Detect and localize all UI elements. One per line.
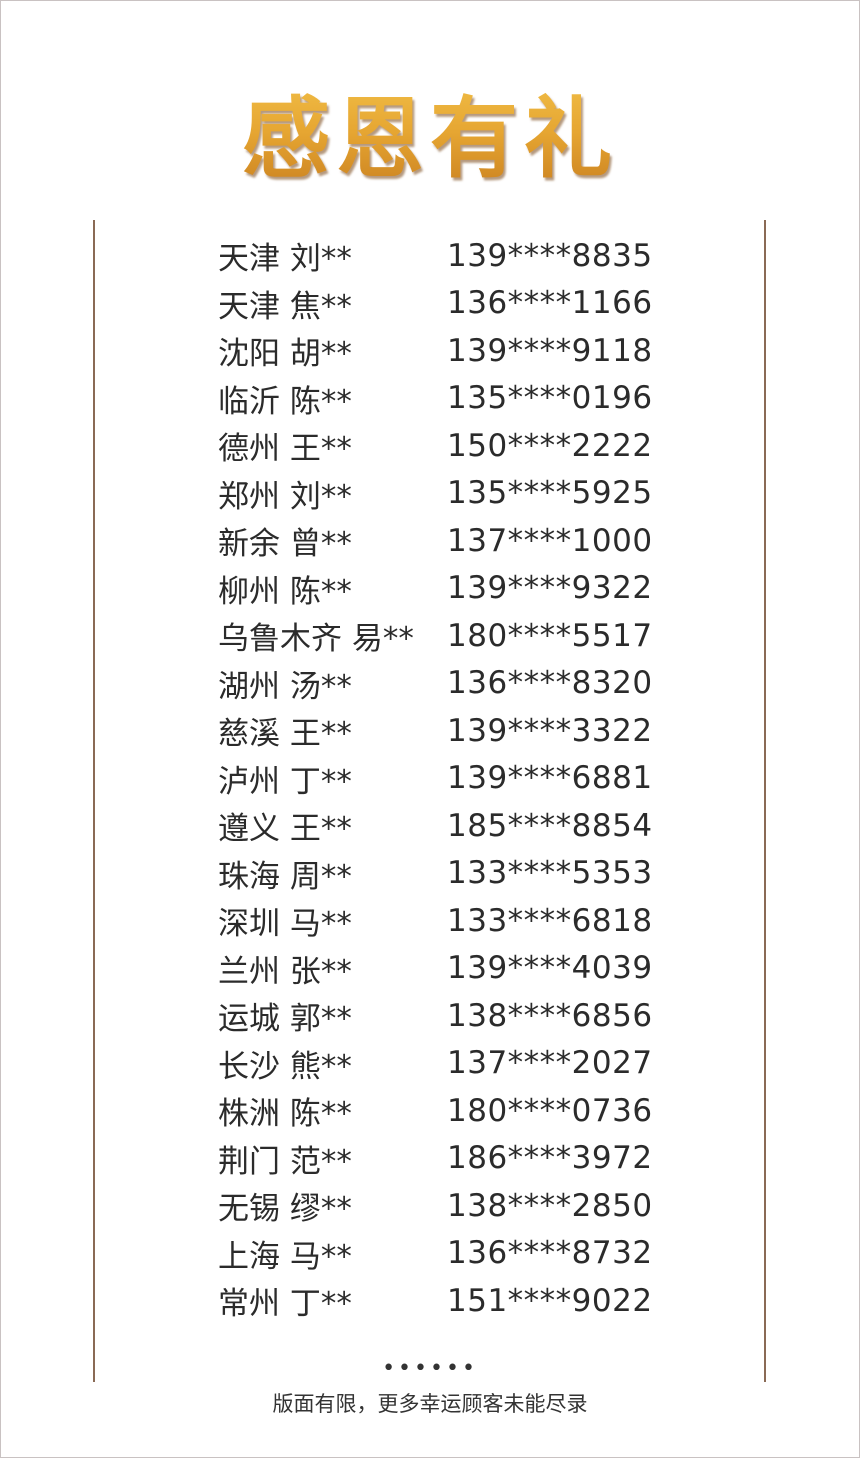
winner-row: 遵义 王** 185****8854	[218, 802, 653, 850]
winner-row: 郑州 刘** 135****5925	[218, 470, 653, 518]
winner-row: 长沙 熊** 137****2027	[218, 1040, 653, 1088]
winner-name: 柳州 陈**	[218, 573, 352, 610]
winner-phone: 139****6881	[447, 760, 653, 797]
winner-list: 天津 刘** 139****8835 天津 焦** 136****1166 沈阳 胡**…	[218, 232, 653, 1325]
winner-phone: 136****8732	[447, 1235, 653, 1272]
winner-row: 上海 马** 136****8732	[218, 1230, 653, 1278]
winner-name: 郑州 刘**	[218, 478, 352, 515]
winner-row: 慈溪 王** 139****3322	[218, 707, 653, 755]
winner-row: 荆门 范** 186****3972	[218, 1135, 653, 1183]
winner-row: 运城 郭** 138****6856	[218, 992, 653, 1040]
winner-phone: 135****0196	[447, 380, 653, 417]
winner-phone: 185****8854	[447, 807, 653, 844]
winner-phone: 137****1000	[447, 522, 653, 559]
winner-name: 天津 焦**	[218, 288, 352, 325]
winner-row: 泸州 丁** 139****6881	[218, 755, 653, 803]
winner-row: 珠海 周** 133****5353	[218, 850, 653, 898]
winner-phone: 180****5517	[447, 617, 653, 654]
winner-name: 上海 马**	[218, 1238, 352, 1275]
winner-row: 深圳 马** 133****6818	[218, 897, 653, 945]
winner-name: 临沂 陈**	[218, 383, 352, 420]
winner-row: 常州 丁** 151****9022	[218, 1277, 653, 1325]
winner-name: 沈阳 胡**	[218, 336, 352, 373]
winner-name: 天津 刘**	[218, 241, 352, 278]
winner-phone: 136****1166	[447, 285, 653, 322]
winner-phone: 139****8835	[447, 237, 653, 274]
winner-phone: 180****0736	[447, 1092, 653, 1129]
winner-phone: 138****2850	[447, 1187, 653, 1224]
winner-row: 德州 王** 150****2222	[218, 422, 653, 470]
winner-phone: 186****3972	[447, 1140, 653, 1177]
winner-name: 湖州 汤**	[218, 668, 352, 705]
winner-row: 无锡 缪** 138****2850	[218, 1182, 653, 1230]
winner-name: 慈溪 王**	[218, 716, 352, 753]
winner-name: 无锡 缪**	[218, 1191, 352, 1228]
winner-phone: 136****8320	[447, 665, 653, 702]
winner-phone: 135****5925	[447, 475, 653, 512]
page-title: 感恩有礼	[0, 68, 860, 195]
winner-phone: 137****2027	[447, 1045, 653, 1082]
winner-row: 株洲 陈** 180****0736	[218, 1087, 653, 1135]
winner-row: 湖州 汤** 136****8320	[218, 660, 653, 708]
winner-name: 新余 曾**	[218, 526, 352, 563]
winner-row: 天津 刘** 139****8835	[218, 232, 653, 280]
winner-name: 遵义 王**	[218, 811, 352, 848]
winner-phone: 139****9322	[447, 570, 653, 607]
winner-phone: 139****9118	[447, 332, 653, 369]
winner-name: 德州 王**	[218, 431, 352, 468]
winner-name: 运城 郭**	[218, 1001, 352, 1038]
winner-row: 乌鲁木齐 易** 180****5517	[218, 612, 653, 660]
winner-phone: 133****6818	[447, 902, 653, 939]
winner-name: 荆门 范**	[218, 1143, 352, 1180]
winner-row: 天津 焦** 136****1166	[218, 280, 653, 328]
winner-row: 新余 曾** 137****1000	[218, 517, 653, 565]
footer-note: 版面有限，更多幸运顾客未能尽录	[272, 1392, 588, 1416]
right-divider	[764, 220, 766, 1382]
winner-row: 柳州 陈** 139****9322	[218, 565, 653, 613]
winner-name: 常州 丁**	[218, 1286, 352, 1323]
winner-name: 珠海 周**	[218, 858, 352, 895]
winner-name: 深圳 马**	[218, 906, 352, 943]
winner-row: 兰州 张** 139****4039	[218, 945, 653, 993]
winner-phone: 139****3322	[447, 712, 653, 749]
left-divider	[93, 220, 95, 1382]
winner-name: 长沙 熊**	[218, 1048, 352, 1085]
winner-phone: 151****9022	[447, 1282, 653, 1319]
ellipsis-dots: ••••••	[382, 1356, 478, 1381]
winner-phone: 138****6856	[447, 997, 653, 1034]
winner-name: 泸州 丁**	[218, 763, 352, 800]
winner-phone: 150****2222	[447, 427, 653, 464]
winner-phone: 133****5353	[447, 855, 653, 892]
winner-name: 株洲 陈**	[218, 1096, 352, 1133]
winner-phone: 139****4039	[447, 950, 653, 987]
winner-row: 沈阳 胡** 139****9118	[218, 327, 653, 375]
winner-name: 乌鲁木齐 易**	[218, 621, 414, 658]
winner-row: 临沂 陈** 135****0196	[218, 375, 653, 423]
winner-name: 兰州 张**	[218, 953, 352, 990]
